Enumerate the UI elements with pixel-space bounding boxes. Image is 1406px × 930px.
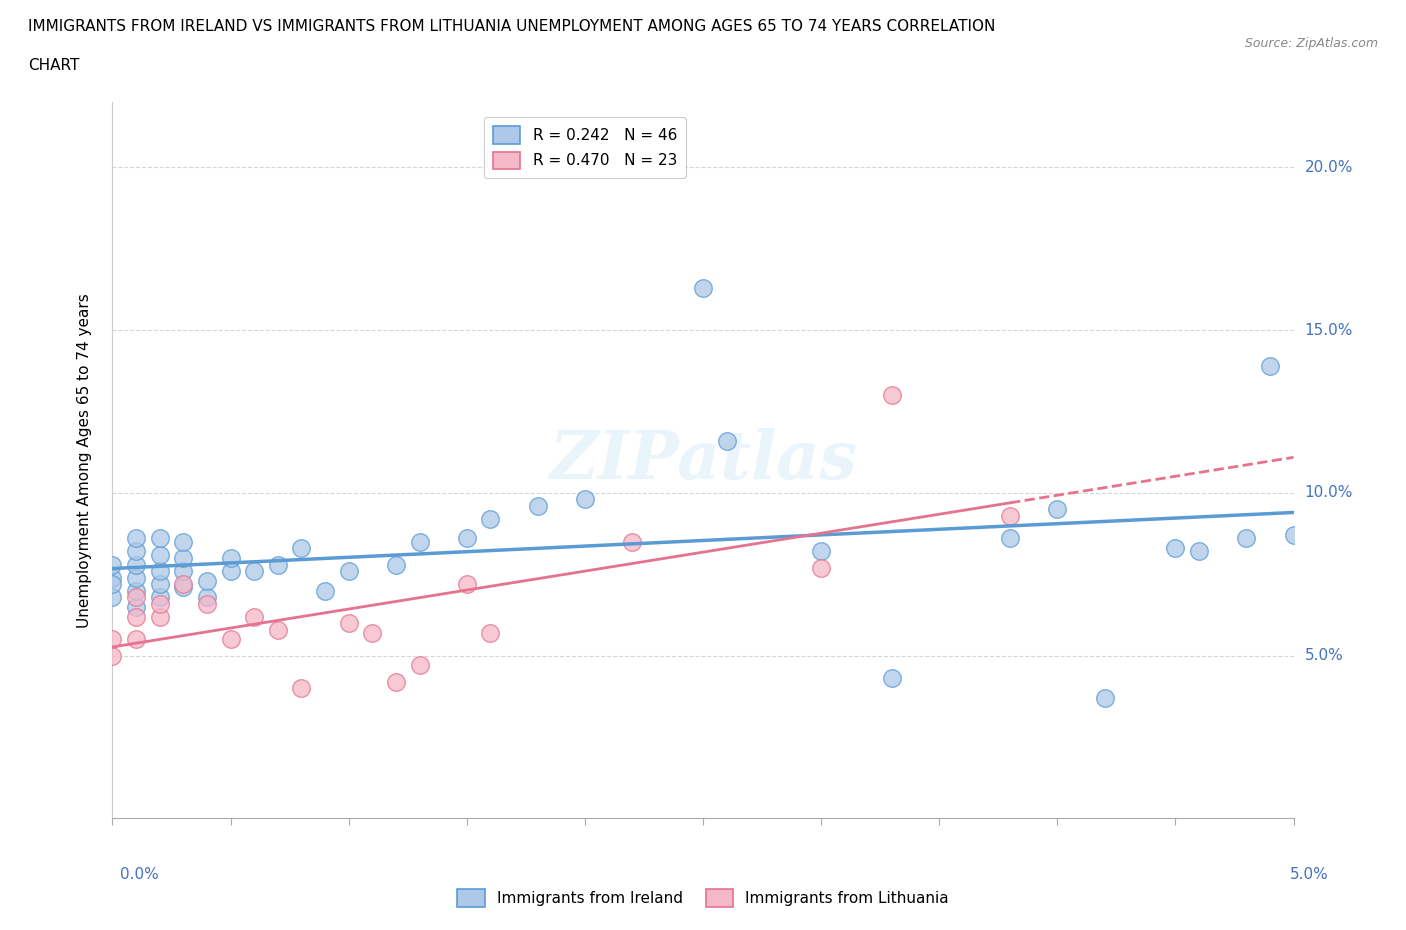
Point <box>243 609 266 624</box>
Point <box>101 557 124 572</box>
Point <box>1234 531 1257 546</box>
Text: 10.0%: 10.0% <box>1305 485 1353 500</box>
Point <box>290 681 312 696</box>
Point <box>172 564 194 578</box>
Text: 15.0%: 15.0% <box>1305 323 1353 338</box>
Point <box>574 492 596 507</box>
Point <box>267 622 290 637</box>
Point <box>195 596 218 611</box>
Point <box>125 531 148 546</box>
Point <box>219 632 242 647</box>
Point <box>172 580 194 595</box>
Point <box>1282 528 1305 543</box>
Point <box>149 531 172 546</box>
Point <box>125 583 148 598</box>
Point <box>125 609 148 624</box>
Text: 20.0%: 20.0% <box>1305 160 1353 175</box>
Point <box>408 658 430 673</box>
Point <box>1258 358 1281 373</box>
Legend: Immigrants from Ireland, Immigrants from Lithuania: Immigrants from Ireland, Immigrants from… <box>451 884 955 913</box>
Point <box>149 577 172 591</box>
Point <box>810 544 832 559</box>
Point <box>456 531 478 546</box>
Point <box>219 551 242 565</box>
Point <box>125 632 148 647</box>
Point <box>361 625 384 640</box>
Point <box>998 531 1021 546</box>
Point <box>810 560 832 575</box>
Point <box>101 632 124 647</box>
Point <box>621 534 644 549</box>
Point <box>149 609 172 624</box>
Point <box>149 590 172 604</box>
Point <box>1164 540 1187 555</box>
Point <box>880 671 903 686</box>
Point <box>526 498 548 513</box>
Point <box>101 577 124 591</box>
Point <box>479 512 502 526</box>
Y-axis label: Unemployment Among Ages 65 to 74 years: Unemployment Among Ages 65 to 74 years <box>77 293 91 628</box>
Point <box>408 534 430 549</box>
Point <box>337 616 360 631</box>
Point <box>243 564 266 578</box>
Text: CHART: CHART <box>28 58 80 73</box>
Point <box>716 433 738 448</box>
Point <box>219 564 242 578</box>
Text: 5.0%: 5.0% <box>1289 867 1329 882</box>
Text: ZIPatlas: ZIPatlas <box>550 428 856 493</box>
Point <box>101 590 124 604</box>
Text: IMMIGRANTS FROM IRELAND VS IMMIGRANTS FROM LITHUANIA UNEMPLOYMENT AMONG AGES 65 : IMMIGRANTS FROM IRELAND VS IMMIGRANTS FR… <box>28 19 995 33</box>
Point <box>267 557 290 572</box>
Point <box>125 557 148 572</box>
Point <box>125 590 148 604</box>
Text: 5.0%: 5.0% <box>1305 648 1343 663</box>
Point <box>337 564 360 578</box>
Point <box>125 570 148 585</box>
Point <box>479 625 502 640</box>
Point <box>880 388 903 403</box>
Point <box>172 551 194 565</box>
Text: 0.0%: 0.0% <box>120 867 159 882</box>
Point <box>195 573 218 589</box>
Point <box>172 577 194 591</box>
Point <box>172 534 194 549</box>
Point <box>456 577 478 591</box>
Point <box>101 570 124 585</box>
Point <box>385 557 408 572</box>
Point <box>290 540 312 555</box>
Point <box>101 648 124 663</box>
Point <box>385 674 408 689</box>
Point <box>125 600 148 615</box>
Text: Source: ZipAtlas.com: Source: ZipAtlas.com <box>1244 37 1378 50</box>
Point <box>125 544 148 559</box>
Point <box>1046 502 1069 517</box>
Point <box>149 547 172 562</box>
Point <box>149 564 172 578</box>
Legend: R = 0.242   N = 46, R = 0.470   N = 23: R = 0.242 N = 46, R = 0.470 N = 23 <box>484 117 686 179</box>
Point <box>195 590 218 604</box>
Point <box>149 596 172 611</box>
Point <box>998 508 1021 523</box>
Point <box>1188 544 1211 559</box>
Point <box>1094 690 1116 706</box>
Point <box>314 583 336 598</box>
Point <box>692 280 714 295</box>
